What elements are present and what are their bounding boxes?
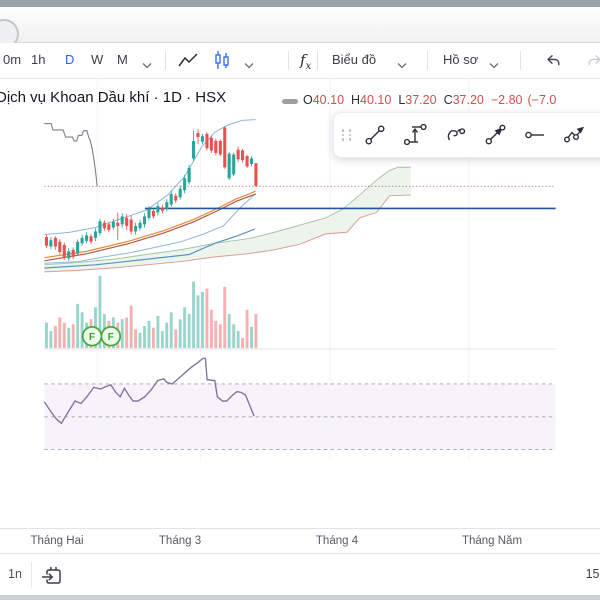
- financial-report-badge[interactable]: [100, 326, 122, 347]
- candles: [44, 126, 258, 261]
- arrow-tool-icon[interactable]: [475, 116, 515, 154]
- interval-1w[interactable]: W: [91, 52, 104, 67]
- toolbar-separator: [317, 51, 318, 70]
- interval-1m[interactable]: M: [117, 52, 128, 67]
- ohlc-readout: O40.10 H40.10 L37.20 C37.20 −2.80 (−7.0: [303, 93, 556, 107]
- go-to-date-icon[interactable]: [40, 563, 64, 592]
- ichimoku-cloud: [44, 166, 411, 273]
- path-tool-icon[interactable]: [555, 116, 595, 154]
- interval-0m[interactable]: 0m: [3, 52, 22, 67]
- open-label: O: [303, 93, 313, 107]
- high-value: 40.10: [360, 93, 392, 107]
- drawing-toolbar: [333, 112, 600, 158]
- interval-1h[interactable]: 1h: [31, 52, 46, 67]
- drag-handle-icon[interactable]: [339, 129, 355, 141]
- brush-tool-icon[interactable]: [435, 116, 475, 154]
- symbol-legend[interactable]: Dịch vụ Khoan Dầu khí · 1D · HSX: [0, 89, 226, 111]
- volume-bars: [45, 275, 258, 349]
- bottom-toolbar: 1n 15:: [0, 553, 600, 596]
- toolbar-separator: [427, 51, 428, 70]
- svg-text:F: F: [89, 332, 95, 343]
- axis-label-month: Tháng 4: [315, 535, 359, 547]
- close-label: C: [443, 93, 453, 107]
- low-value: 37.20: [405, 93, 437, 107]
- change-value: −2.80: [490, 93, 523, 107]
- browser-titlebar: [0, 0, 600, 7]
- high-label: H: [351, 93, 361, 107]
- toolbar-separator: [520, 51, 521, 70]
- candlestick-style-icon[interactable]: [211, 49, 233, 74]
- change-percent: (−7.0: [527, 93, 557, 107]
- toolbar-separator: [165, 51, 166, 70]
- axis-label-month: Tháng 3: [158, 535, 202, 547]
- bottom-separator: [31, 562, 32, 588]
- horizontal-line-tool-icon[interactable]: [515, 116, 555, 154]
- profile-menu-button[interactable]: Hồ sơ: [443, 52, 479, 67]
- line-chart-icon[interactable]: [176, 50, 200, 75]
- symbol-title: Dịch vụ Khoan Dầu khí · 1D · HSX: [0, 89, 227, 106]
- axis-label-month: Tháng Năm: [461, 535, 523, 547]
- trend-line-tool-icon[interactable]: [355, 116, 395, 154]
- rsi-pane: [43, 357, 556, 451]
- bottom-edge-strip: [0, 595, 600, 600]
- style-chevron-icon[interactable]: [244, 57, 254, 72]
- chart-menu-chevron-icon[interactable]: [397, 57, 407, 72]
- range-1y-button[interactable]: 1n: [8, 567, 22, 581]
- legend-hide-icon[interactable]: [282, 99, 298, 104]
- interval-chevron-icon[interactable]: [142, 57, 152, 72]
- toolbar-separator: [288, 51, 289, 70]
- profile-menu-chevron-icon[interactable]: [489, 57, 499, 72]
- interval-1d[interactable]: D: [65, 52, 75, 67]
- low-label: L: [398, 93, 406, 107]
- chart-menu-button[interactable]: Biểu đồ: [332, 52, 377, 67]
- rsi-line: [43, 357, 255, 425]
- redo-icon[interactable]: [586, 52, 600, 73]
- clock-time: 15:: [585, 567, 600, 581]
- svg-text:F: F: [108, 332, 114, 343]
- price-range-tool-icon[interactable]: [395, 116, 435, 154]
- close-value: 37.20: [452, 93, 484, 107]
- indicator-lines: [44, 119, 257, 269]
- browser-toolbar-area: [0, 7, 600, 49]
- axis-label-month: Tháng Hai: [30, 535, 84, 547]
- indicators-fx-icon[interactable]: fx: [300, 51, 312, 72]
- open-value: 40.10: [312, 93, 345, 107]
- chart-toolbar: 0m 1h D W M fx Biểu đồ Hồ sơ: [0, 43, 600, 79]
- undo-icon[interactable]: [544, 52, 562, 73]
- time-axis[interactable]: Tháng Hai Tháng 3 Tháng 4 Tháng Năm: [0, 528, 600, 554]
